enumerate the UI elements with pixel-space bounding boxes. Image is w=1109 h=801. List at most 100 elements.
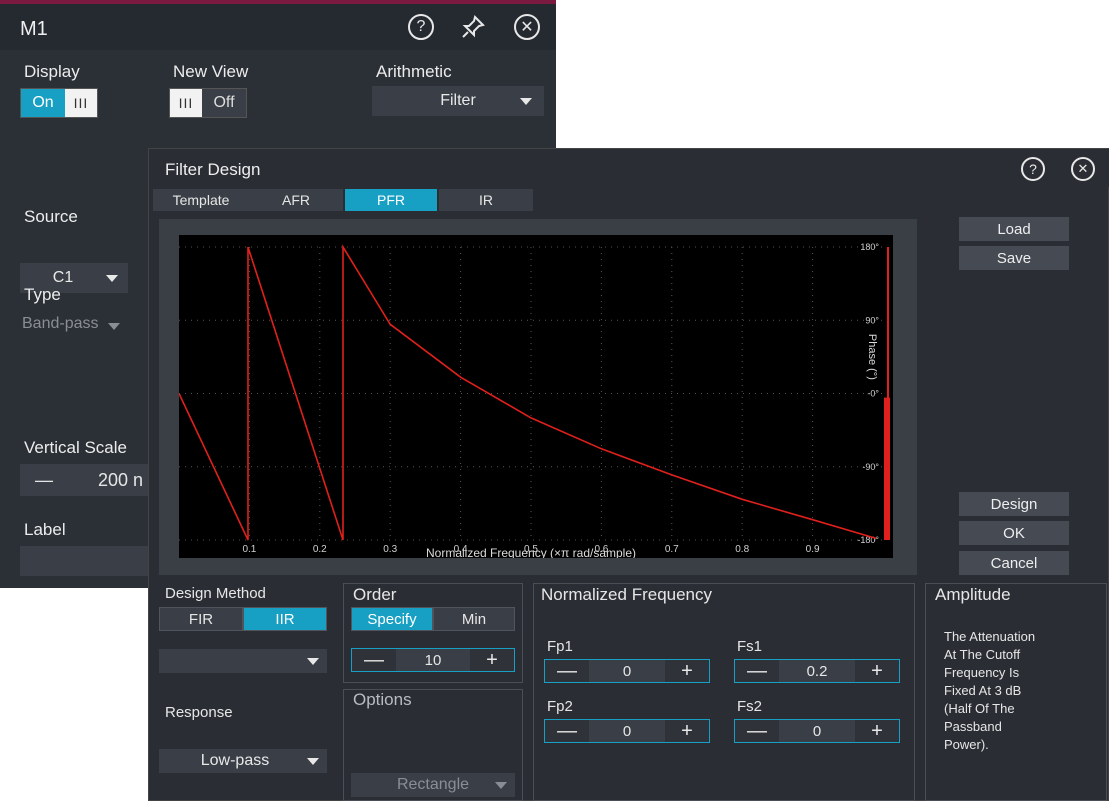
vertical-scale-label: Vertical Scale bbox=[24, 438, 127, 457]
amplitude-label: Amplitude bbox=[935, 585, 1011, 604]
amplitude-text-line: Frequency Is bbox=[944, 665, 1020, 680]
x-tick-label: 0.8 bbox=[735, 544, 749, 555]
x-tick-label: 0.7 bbox=[665, 544, 679, 555]
order-value[interactable]: 10 bbox=[396, 649, 470, 671]
y-axis-label: Phase (°) bbox=[866, 334, 878, 380]
close-icon[interactable]: ✕ bbox=[514, 14, 540, 40]
help-icon[interactable]: ? bbox=[1021, 157, 1045, 181]
fp1-minus-button[interactable]: — bbox=[557, 660, 577, 682]
arithmetic-label: Arithmetic bbox=[376, 62, 452, 81]
vertical-scale-value: 200 n bbox=[98, 469, 144, 490]
tab-template[interactable]: Template bbox=[153, 189, 249, 211]
window-dropdown[interactable]: Rectangle bbox=[351, 773, 515, 797]
arithmetic-dropdown[interactable]: Filter bbox=[372, 86, 544, 116]
display-on-label: On bbox=[21, 89, 65, 117]
fs1-stepper[interactable]: — 0.2 + bbox=[734, 659, 900, 683]
close-icon[interactable]: ✕ bbox=[1071, 157, 1095, 181]
display-toggle-handle: III bbox=[65, 89, 97, 117]
m1-header bbox=[0, 4, 556, 50]
fp2-stepper[interactable]: — 0 + bbox=[544, 719, 710, 743]
phase-plot: 0.1 0.2 0.3 0.4 0.5 0.6 0.7 0.8 0.9 180° 90° -0° -90… bbox=[178, 235, 893, 560]
cancel-button[interactable]: Cancel bbox=[959, 551, 1069, 575]
label-input[interactable] bbox=[20, 546, 148, 576]
amplitude-text-line: The Attenuation bbox=[944, 629, 1036, 644]
y-tick-label: 180° bbox=[860, 242, 879, 252]
fs1-label: Fs1 bbox=[737, 638, 763, 655]
tab-pfr[interactable]: PFR bbox=[345, 189, 437, 211]
amplitude-text-line: Passband bbox=[944, 719, 1002, 734]
amplitude-text-line: Power). bbox=[944, 737, 989, 752]
response-value: Low-pass bbox=[200, 752, 270, 769]
fs1-value[interactable]: 0.2 bbox=[779, 660, 855, 682]
ok-button[interactable]: OK bbox=[959, 521, 1069, 545]
order-plus-button[interactable]: + bbox=[486, 649, 498, 671]
y-tick-label: 90° bbox=[865, 315, 879, 325]
filter-design-header bbox=[149, 149, 1109, 187]
fp2-minus-button[interactable]: — bbox=[557, 720, 577, 742]
x-tick-label: 0.6 bbox=[594, 544, 608, 555]
order-mode-selector[interactable]: Specify Min bbox=[351, 607, 515, 631]
design-button[interactable]: Design bbox=[959, 492, 1069, 516]
amplitude-text-line: At The Cutoff bbox=[944, 647, 1021, 662]
fp1-label: Fp1 bbox=[547, 638, 573, 655]
amplitude-description: The Attenuation At The Cutoff Frequency … bbox=[944, 628, 1035, 754]
x-tick-label: 0.5 bbox=[524, 544, 538, 555]
fp2-plus-button[interactable]: + bbox=[681, 720, 693, 742]
phase-series-line bbox=[178, 244, 877, 541]
fs2-value[interactable]: 0 bbox=[779, 720, 855, 742]
specify-option[interactable]: Specify bbox=[351, 607, 433, 631]
fs1-plus-button[interactable]: + bbox=[871, 660, 883, 682]
type-value[interactable]: Band-pass bbox=[22, 315, 99, 332]
chevron-down-icon bbox=[520, 98, 532, 105]
amplitude-text-line: Fixed At 3 dB bbox=[944, 683, 1022, 698]
chevron-down-icon bbox=[307, 658, 319, 665]
iir-option[interactable]: IIR bbox=[243, 607, 327, 631]
order-panel bbox=[343, 583, 523, 683]
tab-ir[interactable]: IR bbox=[439, 189, 533, 211]
order-label: Order bbox=[353, 585, 397, 604]
filter-design-dialog: Filter Design ? ✕ Template AFR PFR IR Lo… bbox=[148, 148, 1109, 801]
x-tick-label: 0.1 bbox=[242, 544, 256, 555]
m1-title: M1 bbox=[20, 18, 48, 40]
new-view-toggle[interactable]: III Off bbox=[169, 88, 247, 118]
tab-afr[interactable]: AFR bbox=[249, 189, 343, 211]
order-minus-button[interactable]: — bbox=[364, 649, 384, 671]
design-method-selector[interactable]: FIR IIR bbox=[159, 607, 327, 631]
vertical-scale-stepper[interactable]: — 200 n bbox=[20, 464, 148, 496]
source-value: C1 bbox=[52, 269, 74, 286]
x-tick-label: 0.3 bbox=[383, 544, 397, 555]
min-option[interactable]: Min bbox=[433, 607, 515, 631]
fs2-plus-button[interactable]: + bbox=[871, 720, 883, 742]
fp1-value[interactable]: 0 bbox=[589, 660, 665, 682]
chevron-down-icon bbox=[106, 275, 118, 282]
x-tick-label: 0.9 bbox=[806, 544, 820, 555]
fs2-minus-button[interactable]: — bbox=[747, 720, 767, 742]
fir-option[interactable]: FIR bbox=[159, 607, 243, 631]
help-icon[interactable]: ? bbox=[408, 14, 434, 40]
save-button[interactable]: Save bbox=[959, 246, 1069, 270]
order-stepper[interactable]: — 10 + bbox=[351, 648, 515, 672]
x-tick-label: 0.4 bbox=[454, 544, 468, 555]
arithmetic-value: Filter bbox=[440, 92, 476, 109]
options-label: Options bbox=[353, 690, 412, 709]
fp1-plus-button[interactable]: + bbox=[681, 660, 693, 682]
chevron-down-icon bbox=[307, 758, 319, 765]
fs2-stepper[interactable]: — 0 + bbox=[734, 719, 900, 743]
x-tick-label: 0.2 bbox=[313, 544, 327, 555]
new-view-label: New View bbox=[173, 62, 249, 81]
normalized-frequency-label: Normalized Frequency bbox=[541, 585, 713, 604]
pin-icon[interactable] bbox=[460, 14, 486, 40]
source-dropdown[interactable]: C1 bbox=[20, 263, 128, 293]
fp1-stepper[interactable]: — 0 + bbox=[544, 659, 710, 683]
source-label: Source bbox=[24, 207, 78, 226]
fp2-label: Fp2 bbox=[547, 698, 573, 715]
label-field-label: Label bbox=[24, 520, 66, 539]
vertical-scale-minus-button[interactable]: — bbox=[35, 469, 53, 490]
fs1-minus-button[interactable]: — bbox=[747, 660, 767, 682]
load-button[interactable]: Load bbox=[959, 217, 1069, 241]
display-toggle[interactable]: On III bbox=[20, 88, 98, 118]
design-method-dropdown[interactable] bbox=[159, 649, 327, 673]
response-dropdown[interactable]: Low-pass bbox=[159, 749, 327, 773]
type-label: Type bbox=[24, 285, 61, 304]
fp2-value[interactable]: 0 bbox=[589, 720, 665, 742]
